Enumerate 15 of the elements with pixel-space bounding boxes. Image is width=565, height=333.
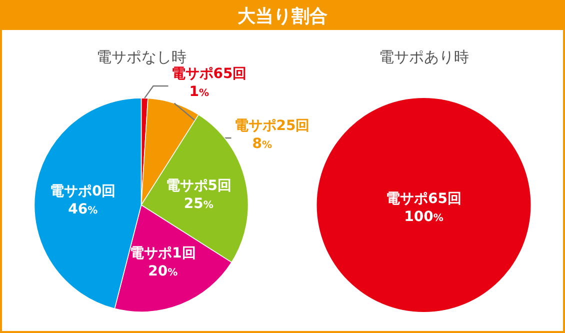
data-label: 20% (148, 264, 178, 280)
data-label: 8% (252, 136, 272, 152)
data-label: 46% (68, 202, 98, 218)
chart-title: 電サポなし時 (96, 48, 186, 66)
slice-label: 電サポ65回 (386, 191, 462, 207)
data-label: 1% (189, 84, 210, 100)
chart-title: 電サポあり時 (378, 48, 469, 66)
data-label: 25% (184, 196, 214, 212)
slice-label: 電サポ1回 (130, 246, 196, 262)
slice-label: 電サポ5回 (166, 178, 232, 194)
slice-label: 電サポ25回 (234, 118, 310, 134)
slice-label: 電サポ65回 (171, 66, 247, 82)
text: 大当り割合 (236, 6, 328, 27)
slice-label: 電サポ0回 (50, 184, 116, 200)
data-label: 100% (404, 209, 444, 225)
